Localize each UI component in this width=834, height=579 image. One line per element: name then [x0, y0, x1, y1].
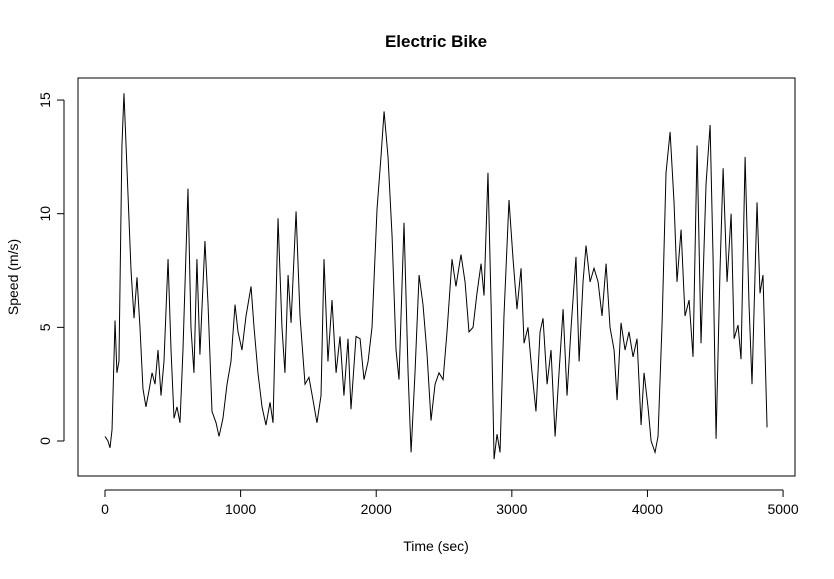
x-tick-label: 3000: [496, 501, 527, 517]
x-tick-label: 0: [101, 501, 109, 517]
y-axis-label: Speed (m/s): [5, 239, 21, 315]
y-tick-label: 10: [37, 206, 53, 222]
chart-title: Electric Bike: [385, 32, 487, 51]
x-tick-label: 1000: [225, 501, 256, 517]
x-tick-label: 4000: [632, 501, 663, 517]
x-axis-label: Time (sec): [403, 538, 469, 554]
y-tick-label: 5: [37, 323, 53, 331]
plot-frame: [77, 77, 796, 477]
y-tick-label: 0: [37, 437, 53, 445]
data-line: [104, 93, 768, 460]
y-tick-label: 15: [37, 92, 53, 108]
x-tick-label: 2000: [361, 501, 392, 517]
x-tick-label: 5000: [767, 501, 798, 517]
